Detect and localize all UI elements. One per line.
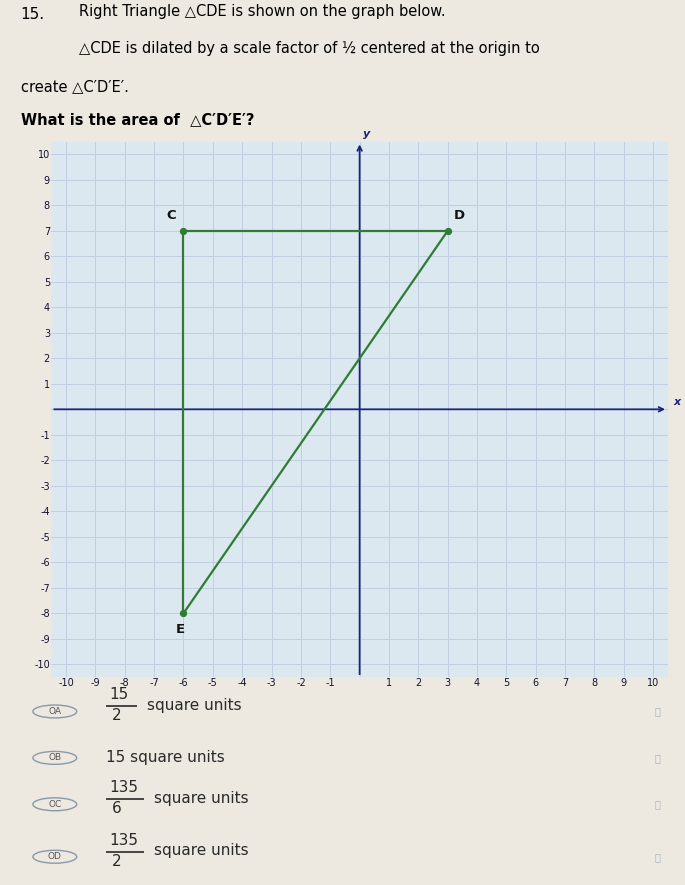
Text: 2: 2 bbox=[112, 708, 121, 723]
Text: x: x bbox=[674, 396, 681, 407]
Point bbox=[178, 224, 189, 238]
Text: 135: 135 bbox=[110, 781, 138, 796]
Text: 135: 135 bbox=[110, 833, 138, 848]
Text: 15 square units: 15 square units bbox=[106, 750, 225, 766]
Text: square units: square units bbox=[154, 843, 249, 858]
Text: OD: OD bbox=[48, 852, 62, 861]
Text: ⬛: ⬛ bbox=[655, 706, 660, 717]
Text: square units: square units bbox=[147, 698, 242, 713]
Text: OA: OA bbox=[49, 707, 61, 716]
Text: 2: 2 bbox=[112, 854, 121, 869]
Text: OC: OC bbox=[48, 800, 62, 809]
Text: y: y bbox=[363, 129, 371, 139]
Text: OB: OB bbox=[48, 753, 62, 762]
Text: square units: square units bbox=[154, 790, 249, 805]
Point bbox=[443, 224, 453, 238]
Text: create △C′D′E′.: create △C′D′E′. bbox=[21, 80, 128, 95]
Text: 15.: 15. bbox=[21, 7, 45, 22]
Point bbox=[178, 606, 189, 620]
Text: 15: 15 bbox=[110, 688, 129, 703]
Text: D: D bbox=[453, 209, 464, 222]
Text: 6: 6 bbox=[112, 801, 121, 816]
Text: ⬛: ⬛ bbox=[655, 799, 660, 809]
Text: Right Triangle △CDE is shown on the graph below.: Right Triangle △CDE is shown on the grap… bbox=[79, 4, 445, 19]
Text: C: C bbox=[166, 209, 176, 222]
Text: △CDE is dilated by a scale factor of ½ centered at the origin to: △CDE is dilated by a scale factor of ½ c… bbox=[79, 41, 540, 56]
Text: ⬛: ⬛ bbox=[655, 851, 660, 862]
Text: ⬛: ⬛ bbox=[655, 753, 660, 763]
Text: What is the area of  △C′D′E′?: What is the area of △C′D′E′? bbox=[21, 112, 254, 127]
Text: E: E bbox=[176, 623, 185, 636]
